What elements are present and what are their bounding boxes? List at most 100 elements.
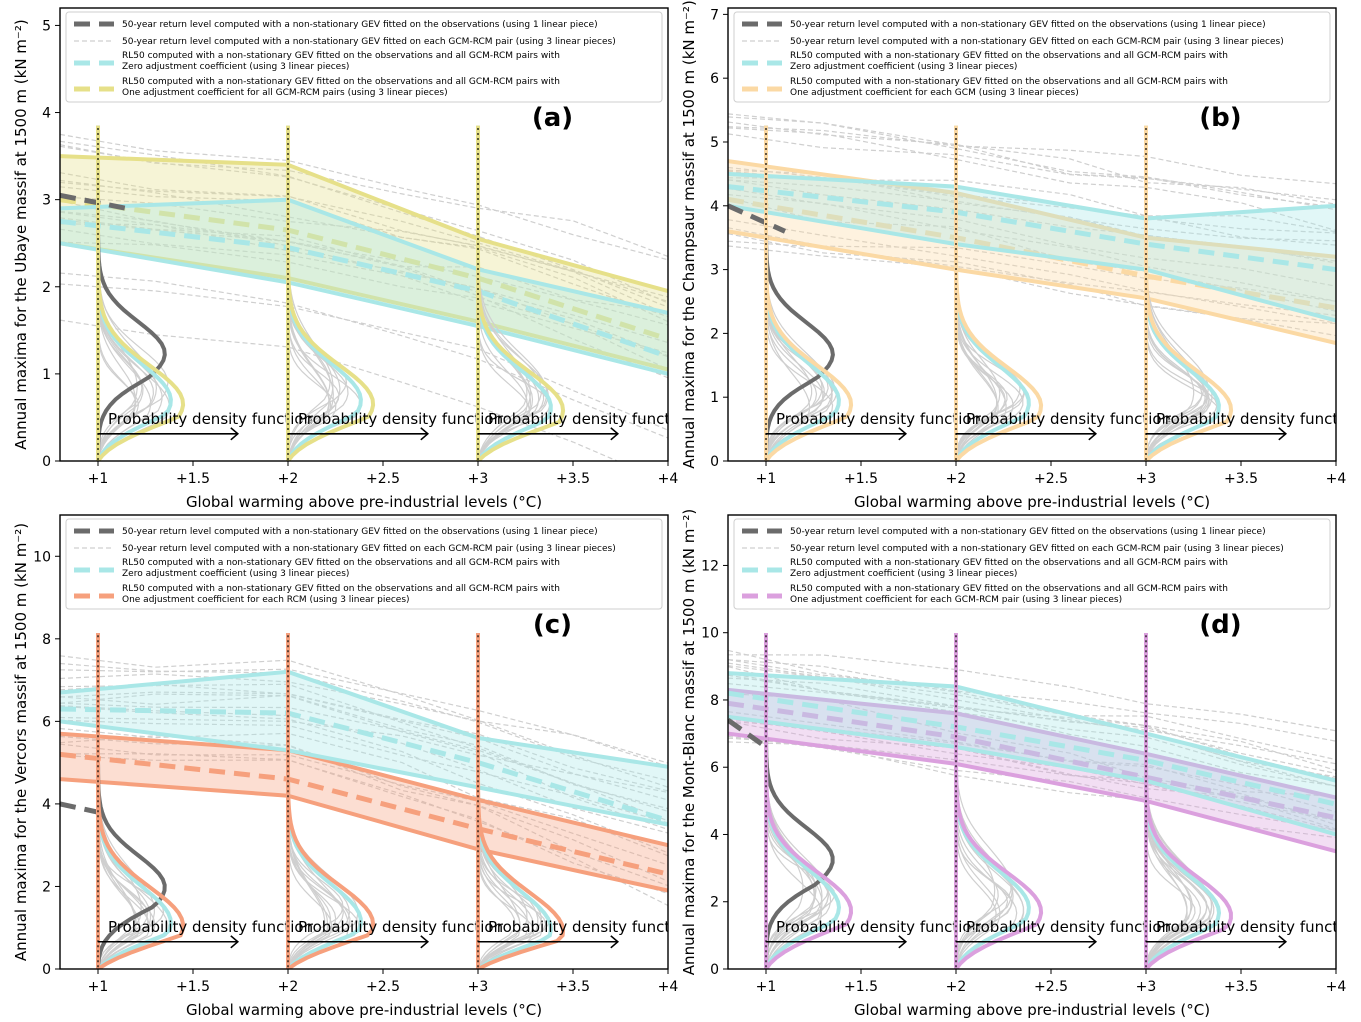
pdf-label: Probability density function [1156, 410, 1361, 428]
plot-area: Probability density functionProbability … [60, 633, 668, 969]
panel-c: Probability density functionProbability … [12, 514, 679, 1019]
x-tick-label: +2 [278, 979, 299, 995]
arrow-head [420, 427, 430, 441]
arrow-head [610, 935, 620, 949]
gcm-rcm-line [728, 179, 1336, 262]
x-tick-label: +3 [468, 471, 489, 487]
zero-adjustment-mean [60, 218, 668, 359]
gcm-rcm-line [728, 720, 1336, 797]
gcm-rcm-line [60, 181, 668, 302]
legend-text: Zero adjustment coefficient (using 3 lin… [790, 569, 1017, 579]
y-tick-label: 6 [710, 760, 719, 776]
zero-adjustment-lower [60, 719, 668, 827]
legend-text: 50-year return level computed with a non… [790, 527, 1266, 537]
legend-text: 50-year return level computed with a non… [790, 20, 1266, 30]
pdf-label: Probability density function [298, 410, 503, 428]
y-tick-label: 1 [710, 390, 719, 406]
legend-box [733, 11, 1331, 103]
legend: 50-year return level computed with a non… [65, 11, 663, 103]
legend-text: Zero adjustment coefficient (using 3 lin… [122, 569, 349, 579]
gcm-rcm-line [60, 133, 668, 261]
y-tick-label: 5 [42, 18, 51, 34]
pdf-label: Probability density function [488, 410, 693, 428]
pdf-label: Probability density function [776, 410, 981, 428]
arrow-head [230, 427, 240, 441]
gcm-rcm-line [60, 727, 668, 857]
gcm-rcm-line [728, 169, 1336, 264]
gcm-rcm-line [60, 217, 668, 313]
adjusted-lower [60, 241, 668, 372]
y-tick-label: 2 [710, 326, 719, 342]
gcm-rcm-line [728, 187, 1336, 287]
gcm-rcm-line [728, 659, 1336, 742]
x-tick-label: +2 [278, 471, 299, 487]
legend-text: 50-year return level computed with a non… [122, 37, 616, 47]
x-tick-label: +4 [658, 979, 679, 995]
y-tick-label: 10 [701, 626, 719, 642]
adjusted-mean [60, 197, 668, 342]
adjusted-upper [60, 731, 668, 848]
gcm-rcm-line [60, 702, 668, 812]
y-axis-label: Annual maxima for the Ubaye massif at 15… [12, 19, 30, 449]
panel-letter: (c) [533, 610, 572, 640]
gcm-rcm-line [728, 126, 1336, 185]
gcm-rcm-line [60, 211, 668, 357]
gcm-rcm-line [60, 693, 668, 830]
axes-frame [727, 7, 1337, 462]
x-tick-label: +1.5 [176, 979, 210, 995]
pdf-label: Probability density function [298, 918, 503, 936]
x-axis-label: Global warming above pre-industrial leve… [186, 493, 542, 511]
y-tick-label: 4 [42, 106, 51, 122]
x-tick-label: +3 [468, 979, 489, 995]
gcm-rcm-line [60, 694, 668, 810]
x-tick-label: +4 [1326, 979, 1347, 995]
x-tick-label: +3.5 [556, 471, 590, 487]
x-tick-label: +1 [88, 471, 109, 487]
legend-text: One adjustment coefficient for each GCM-… [790, 595, 1122, 605]
panel-letter: (a) [532, 103, 573, 133]
legend-text: RL50 computed with a non-stationary GEV … [790, 77, 1228, 87]
x-tick-label: +1.5 [844, 979, 878, 995]
gcm-rcm-line [60, 673, 668, 764]
axes-frame [727, 514, 1337, 970]
panel-letter: (b) [1199, 103, 1241, 133]
gcm-rcm-line [60, 683, 668, 801]
arrow-head [610, 427, 620, 441]
pdf-label: Probability density function [108, 410, 313, 428]
gcm-rcm-line [60, 228, 668, 354]
legend-box [65, 518, 663, 610]
gcm-rcm-line [728, 735, 1336, 831]
y-tick-label: 5 [710, 135, 719, 151]
axes-frame [59, 7, 669, 462]
zero-adjustment-upper [60, 669, 668, 769]
gcm-rcm-line [728, 654, 1336, 732]
panel-b: Probability density functionProbability … [680, 0, 1361, 511]
legend-text: RL50 computed with a non-stationary GEV … [122, 77, 560, 87]
plot-area: Probability density functionProbability … [728, 113, 1361, 461]
y-tick-label: 0 [42, 962, 51, 978]
pdf-label: Probability density function [1156, 918, 1361, 936]
gcm-rcm-line [60, 272, 668, 439]
legend-box [733, 518, 1331, 610]
x-tick-label: +1 [88, 979, 109, 995]
arrow-head [1088, 427, 1098, 441]
pdf-label: Probability density function [966, 410, 1171, 428]
observation-rl50 [60, 192, 127, 211]
x-tick-label: +2.5 [366, 979, 400, 995]
y-tick-label: 0 [42, 454, 51, 470]
gcm-rcm-line [728, 113, 1336, 211]
x-tick-label: +1 [756, 979, 777, 995]
gcm-rcm-line [728, 677, 1336, 787]
gcm-rcm-line [60, 753, 668, 895]
pdf-label: Probability density function [776, 918, 981, 936]
x-tick-label: +2 [946, 979, 967, 995]
legend-text: 50-year return level computed with a non… [122, 527, 598, 537]
gcm-rcm-line [728, 674, 1336, 775]
gcm-rcm-line [60, 754, 668, 907]
gcm-rcm-line [60, 655, 668, 788]
arrow-head [1278, 427, 1288, 441]
y-tick-label: 10 [33, 549, 51, 565]
y-tick-label: 3 [710, 263, 719, 279]
gcm-rcm-line [728, 219, 1336, 324]
